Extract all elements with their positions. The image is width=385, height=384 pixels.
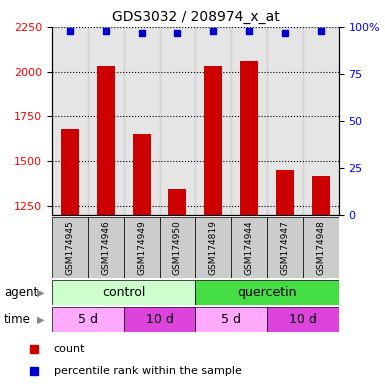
Text: 10 d: 10 d: [146, 313, 174, 326]
Text: 5 d: 5 d: [221, 313, 241, 326]
Bar: [169, 189, 186, 215]
Text: 10 d: 10 d: [289, 313, 317, 326]
Text: GSM174819: GSM174819: [209, 220, 218, 275]
Bar: [124, 217, 159, 278]
Text: GSM174950: GSM174950: [173, 220, 182, 275]
Bar: [52, 217, 88, 278]
Bar: [88, 217, 124, 278]
Text: count: count: [54, 344, 85, 354]
Title: GDS3032 / 208974_x_at: GDS3032 / 208974_x_at: [112, 10, 279, 25]
Text: percentile rank within the sample: percentile rank within the sample: [54, 366, 241, 376]
Bar: [312, 175, 330, 215]
Bar: [195, 307, 267, 332]
Bar: [195, 280, 339, 305]
Bar: [267, 27, 303, 215]
Bar: [195, 217, 231, 278]
Bar: [88, 27, 124, 215]
Bar: [124, 27, 159, 215]
Bar: [133, 134, 151, 215]
Text: GSM174949: GSM174949: [137, 220, 146, 275]
Text: quercetin: quercetin: [237, 286, 297, 299]
Text: ▶: ▶: [37, 288, 44, 298]
Bar: [267, 307, 339, 332]
Text: control: control: [102, 286, 146, 299]
Text: ▶: ▶: [37, 314, 44, 325]
Bar: [159, 217, 196, 278]
Bar: [61, 129, 79, 215]
Bar: [52, 280, 195, 305]
Bar: [204, 66, 222, 215]
Text: GSM174944: GSM174944: [244, 220, 254, 275]
Bar: [52, 307, 124, 332]
Bar: [303, 27, 339, 215]
Bar: [97, 66, 115, 215]
Bar: [276, 170, 294, 215]
Bar: [159, 27, 196, 215]
Text: GSM174946: GSM174946: [101, 220, 110, 275]
Text: time: time: [4, 313, 31, 326]
Bar: [303, 217, 339, 278]
Bar: [124, 307, 195, 332]
Bar: [267, 217, 303, 278]
Bar: [52, 27, 88, 215]
Text: 5 d: 5 d: [78, 313, 98, 326]
Text: agent: agent: [4, 286, 38, 299]
Bar: [231, 217, 267, 278]
Bar: [195, 27, 231, 215]
Bar: [231, 27, 267, 215]
Text: GSM174947: GSM174947: [281, 220, 290, 275]
Text: GSM174948: GSM174948: [316, 220, 325, 275]
Bar: [240, 61, 258, 215]
Text: GSM174945: GSM174945: [65, 220, 74, 275]
